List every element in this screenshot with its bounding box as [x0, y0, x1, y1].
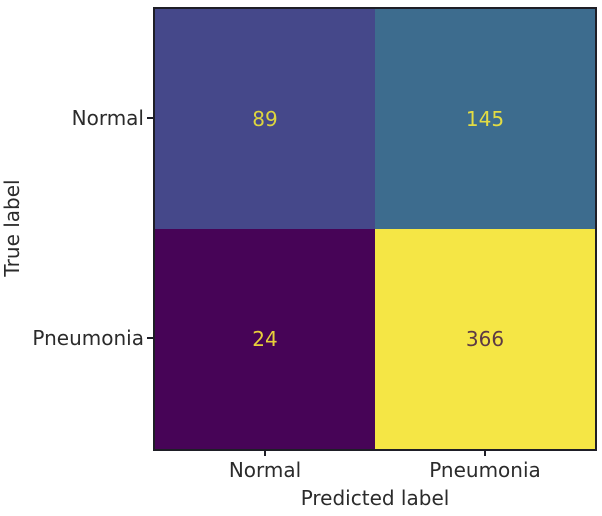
matrix-cell-true-normal-pred-pneumonia: 145	[375, 9, 595, 229]
plot-area: 89 145 24 366	[153, 7, 597, 451]
x-tick-normal	[264, 450, 266, 456]
cell-value-true-normal-pred-pneumonia: 145	[465, 107, 505, 131]
matrix-cell-true-pneumonia-pred-normal: 24	[155, 229, 375, 449]
y-tick-pneumonia	[147, 337, 153, 339]
y-tick-normal	[147, 117, 153, 119]
cell-value-true-pneumonia-pred-pneumonia: 366	[465, 327, 505, 351]
y-tick-label-pneumonia: Pneumonia	[32, 326, 144, 350]
y-axis-label: True label	[0, 179, 24, 277]
matrix-cell-true-normal-pred-normal: 89	[155, 9, 375, 229]
x-tick-label-normal: Normal	[228, 458, 302, 482]
cell-value-true-normal-pred-normal: 89	[252, 107, 278, 131]
cell-value-true-pneumonia-pred-normal: 24	[252, 327, 278, 351]
x-axis-label: Predicted label	[300, 486, 450, 510]
x-tick-pneumonia	[484, 450, 486, 456]
y-tick-label-normal: Normal	[71, 106, 144, 130]
x-tick-label-pneumonia: Pneumonia	[429, 458, 541, 482]
matrix-cell-true-pneumonia-pred-pneumonia: 366	[375, 229, 595, 449]
